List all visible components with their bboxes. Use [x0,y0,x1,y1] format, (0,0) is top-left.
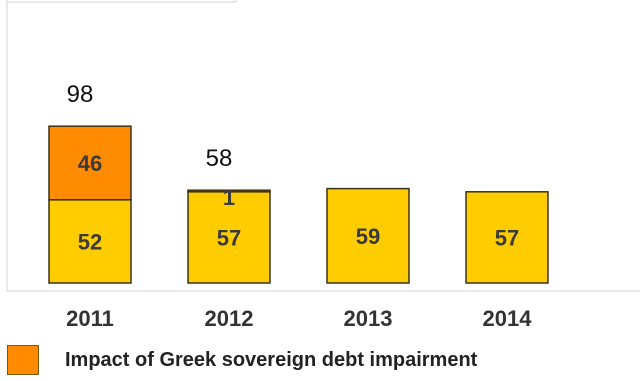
bar-base-2011 [48,199,132,284]
bars [48,125,549,284]
stacked-bar-chart: 52 46 98 57 1 58 59 57 2011 2012 2013 2014 [6,0,640,331]
value-label-base-2014: 57 [495,225,519,250]
bar-impact-2011 [48,125,132,201]
value-label-base-2012: 57 [217,225,241,250]
bar-impact-2012 [187,189,271,193]
value-labels: 52 46 98 57 1 58 59 57 [67,81,520,254]
x-tick-2013: 2013 [344,306,393,331]
x-tick-2014: 2014 [483,306,533,331]
total-label-2012: 58 [206,145,233,172]
bar-base-2013 [326,187,410,284]
plot-frame [6,0,640,292]
value-label-impact-2012: 1 [223,185,235,210]
legend: Impact of Greek sovereign debt impairmen… [7,345,477,375]
value-label-impact-2011: 46 [78,151,102,176]
total-label-2011: 98 [67,81,94,108]
value-label-base-2013: 59 [356,224,380,249]
value-label-base-2011: 52 [78,229,102,254]
x-axis-ticks: 2011 2012 2013 2014 [66,306,532,331]
x-tick-2011: 2011 [66,306,114,331]
bar-base-2014 [465,191,549,284]
x-tick-2012: 2012 [205,306,254,331]
legend-label-impact: Impact of Greek sovereign debt impairmen… [65,348,478,371]
legend-swatch-impact [7,345,39,375]
